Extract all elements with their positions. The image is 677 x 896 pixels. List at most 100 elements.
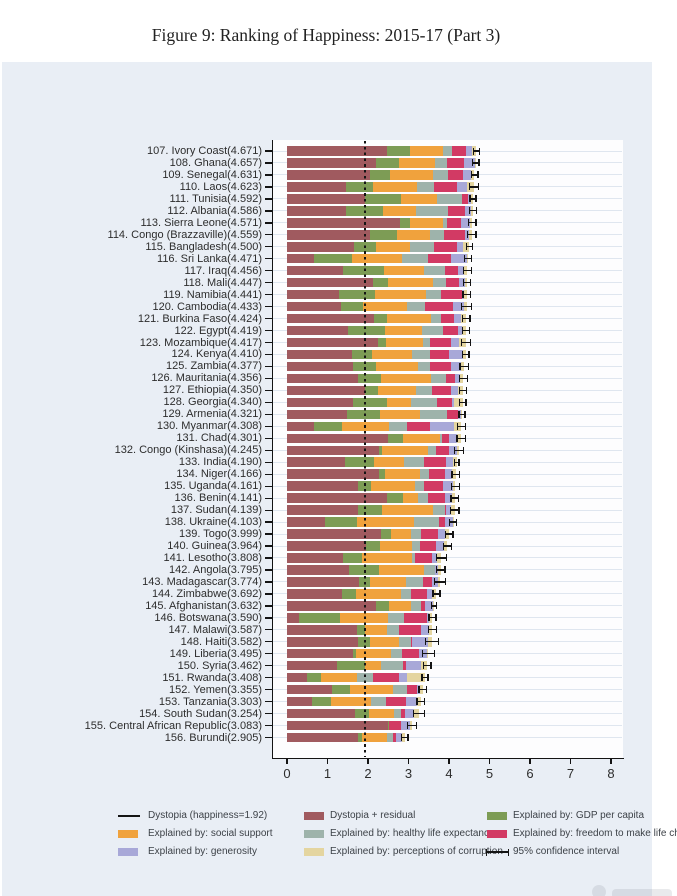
bar-segment-freedom: [427, 253, 451, 264]
bar-segment-freedom: [386, 696, 406, 707]
ci-cap-left: [400, 734, 402, 742]
bar-row: [287, 648, 429, 659]
ci-whisker: [464, 258, 472, 260]
bar-segment-residual: [287, 289, 340, 300]
bar-row: [287, 433, 462, 444]
country-tick: [265, 461, 272, 463]
country-label: 108. Ghana(4.657): [169, 156, 262, 169]
bar-row: [287, 277, 468, 288]
country-label: 128. Georgia(4.340): [163, 396, 262, 409]
bar-segment-freedom: [433, 182, 458, 192]
bar-segment-gdp: [346, 182, 374, 192]
bar-segment-health: [418, 361, 431, 372]
country-label: 126. Mauritania(4.356): [151, 372, 262, 385]
bar-segment-health: [406, 301, 426, 312]
ci-whisker: [428, 617, 436, 619]
bar-segment-residual: [287, 672, 308, 683]
bar-segment-health: [412, 349, 430, 360]
country-tick: [265, 353, 272, 356]
ci-cap-left: [469, 195, 471, 203]
ci-cap-right: [452, 530, 454, 538]
bar-segment-health: [416, 206, 449, 216]
bar-segment-social: [370, 481, 415, 491]
bar-row: [287, 457, 457, 467]
bar-segment-freedom: [420, 529, 439, 539]
grid-line: [273, 629, 622, 631]
ci-cap-left: [461, 350, 463, 358]
bar-segment-residual: [287, 325, 348, 336]
legend-label: Dystopia + residual: [330, 810, 416, 821]
ci-cap-left: [458, 374, 461, 382]
bar-segment-freedom: [406, 421, 430, 432]
bar-segment-generosity: [445, 517, 453, 527]
bar-segment-residual: [287, 589, 342, 599]
bar-segment-gdp: [364, 194, 401, 204]
bar-row: [287, 529, 449, 539]
bar-segment-gdp: [386, 146, 410, 156]
country-label: 138. Ukraine(4.103): [164, 516, 262, 529]
ci-cap-right: [470, 267, 472, 275]
country-label: 141. Lesotho(3.808): [163, 551, 262, 564]
bar-segment-residual: [287, 696, 313, 707]
ci-cap-left: [459, 398, 461, 406]
bar-segment-generosity: [449, 349, 464, 360]
ci-cap-left: [469, 183, 471, 191]
bar-segment-freedom: [424, 481, 443, 491]
country-tick: [265, 174, 272, 176]
country-tick: [265, 581, 272, 583]
grid-line: [273, 677, 622, 679]
ci-cap-right: [478, 159, 480, 167]
bar-segment-freedom: [432, 385, 451, 396]
x-tick: [610, 758, 612, 764]
bar-segment-social: [369, 708, 394, 719]
bar-segment-residual: [287, 708, 356, 719]
grid-line: [273, 581, 622, 583]
bar-segment-gdp: [298, 613, 340, 623]
ci-whisker: [472, 162, 479, 164]
bar-segment-gdp: [343, 265, 385, 276]
bar-segment-residual: [287, 158, 376, 168]
bar-row: [287, 182, 475, 192]
bar-segment-generosity: [395, 732, 402, 743]
ci-cap-left: [463, 267, 465, 275]
country-tick: [265, 724, 272, 727]
x-tick: [407, 758, 410, 764]
country-tick: [265, 665, 272, 667]
bar-segment-health: [432, 505, 446, 515]
ci-cap-right: [462, 446, 465, 454]
ci-whisker: [419, 689, 427, 691]
bar-segment-residual: [287, 648, 354, 659]
bar-segment-freedom: [373, 672, 399, 683]
grid-line: [273, 569, 622, 571]
bar-segment-freedom: [428, 469, 445, 479]
ci-cap-left: [427, 626, 430, 634]
bar-segment-social: [388, 277, 434, 288]
bar-segment-freedom: [441, 289, 463, 300]
bar-segment-health: [416, 182, 434, 192]
bar-row: [287, 517, 454, 527]
bar-row: [287, 672, 425, 683]
legend-label: Explained by: generosity: [148, 846, 257, 857]
bar-segment-social: [383, 206, 417, 216]
ci-cap-left: [459, 386, 461, 394]
bar-segment-social: [384, 469, 420, 479]
ci-whisker: [454, 449, 464, 451]
bar-row: [287, 361, 465, 372]
legend-swatch-residual: [304, 812, 324, 820]
bar-segment-gdp: [341, 589, 357, 599]
bar-segment-gdp: [379, 469, 385, 479]
country-tick: [265, 653, 272, 655]
bar-segment-social: [386, 313, 431, 324]
bar-segment-social: [398, 158, 436, 168]
bar-segment-social: [365, 660, 381, 671]
bar-segment-social: [374, 289, 427, 300]
bar-segment-social: [372, 349, 413, 360]
bar-row: [287, 218, 473, 228]
bar-segment-gdp: [349, 565, 379, 575]
ci-cap-right: [471, 303, 473, 311]
bar-segment-social: [349, 684, 394, 695]
ci-cap-right: [464, 422, 467, 430]
ci-cap-left: [449, 518, 451, 526]
country-label: 122. Egypt(4.419): [174, 324, 262, 337]
